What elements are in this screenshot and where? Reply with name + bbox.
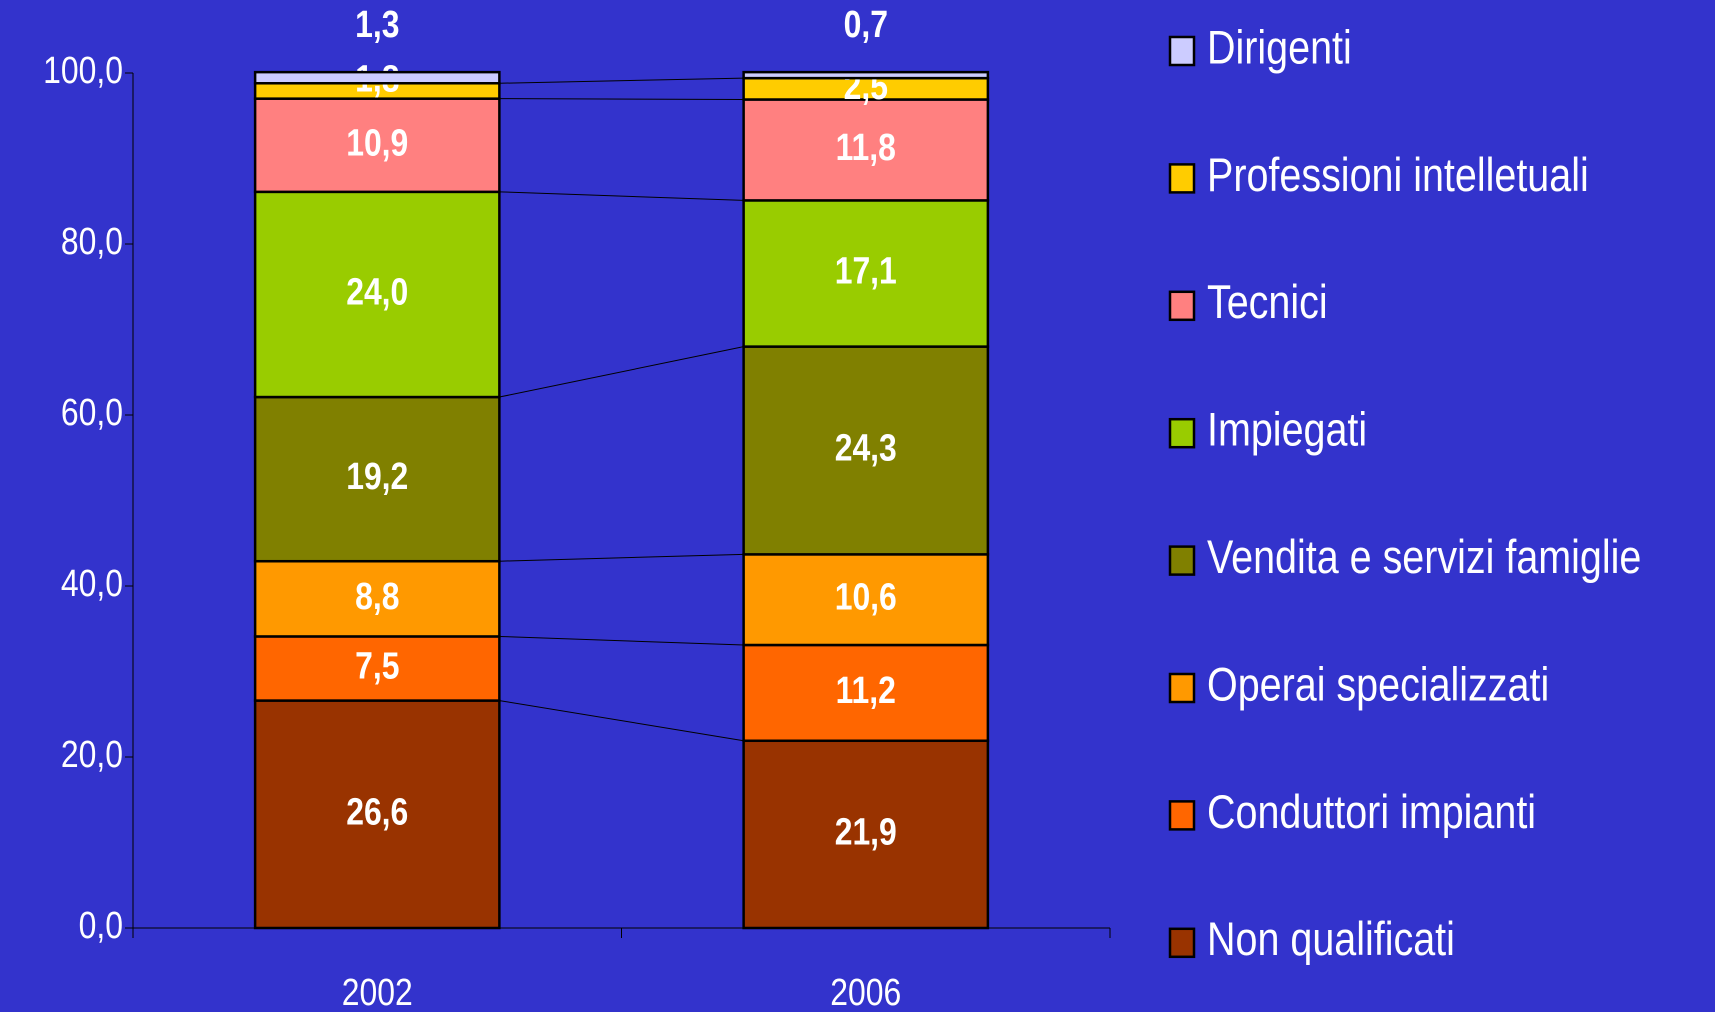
bar-segment [253,699,501,930]
legend-label: Dirigenti [1207,22,1352,74]
x-tick-label: 2002 [342,971,413,1012]
legend-swatch [1168,800,1196,831]
data-label: 0,7 [844,4,888,46]
legend-label: Impiegati [1207,404,1367,456]
data-label: 24,0 [346,271,408,313]
bar-segment [742,199,990,348]
data-label: 21,9 [835,811,897,853]
bar-segment [253,635,501,702]
data-label: 8,8 [355,575,399,617]
bar-segment [253,97,501,194]
data-label: 1,3 [355,4,399,46]
legend-label: Vendita e servizi famiglie [1207,532,1641,584]
bar-segment [253,190,501,399]
bar-segment [742,345,990,556]
connector [499,346,744,398]
connector [499,700,744,742]
y-tick-label: 40,0 [61,562,123,604]
legend-swatch [1168,290,1196,322]
legend-swatch [1168,163,1196,194]
connector [499,553,744,562]
bar-segment [253,559,501,638]
legend-label: Non qualificati [1207,914,1455,966]
bar-segment [742,553,990,647]
data-label: 19,2 [346,456,408,498]
legend-swatch [1168,417,1196,449]
legend-swatch [1168,672,1196,704]
bar-segment [742,98,990,202]
data-label: 11,8 [836,126,896,168]
data-label: 7,5 [355,645,399,687]
bar-segment [253,70,501,85]
connector [499,77,744,84]
data-label: 10,9 [346,122,408,164]
bar-segment [253,395,501,563]
data-label: 10,6 [835,576,897,618]
connector [499,191,744,201]
y-tick-label: 100,0 [43,49,123,91]
legend-label: Professioni intelletuali [1207,150,1589,202]
bar-segment [742,739,990,930]
bar-segment [742,643,990,743]
legend-swatch [1168,35,1196,67]
data-label: 26,6 [346,791,408,833]
y-tick-label: 80,0 [61,220,123,262]
legend-swatch [1168,927,1196,959]
data-label: 17,1 [835,250,897,292]
y-tick-label: 60,0 [61,391,123,433]
data-label: 11,2 [836,669,896,711]
data-label: 24,3 [835,427,897,469]
legend-label: Operai specializzati [1207,659,1549,711]
legend-swatch [1168,545,1196,576]
y-tick-label: 0,0 [79,904,123,946]
legend-label: Tecnici [1207,277,1328,329]
y-tick-label: 20,0 [61,733,123,775]
connector [499,98,744,101]
legend-label: Conduttori impianti [1207,787,1536,839]
connector [499,635,744,646]
x-tick-label: 2006 [830,971,901,1012]
bar-segment [742,70,990,80]
